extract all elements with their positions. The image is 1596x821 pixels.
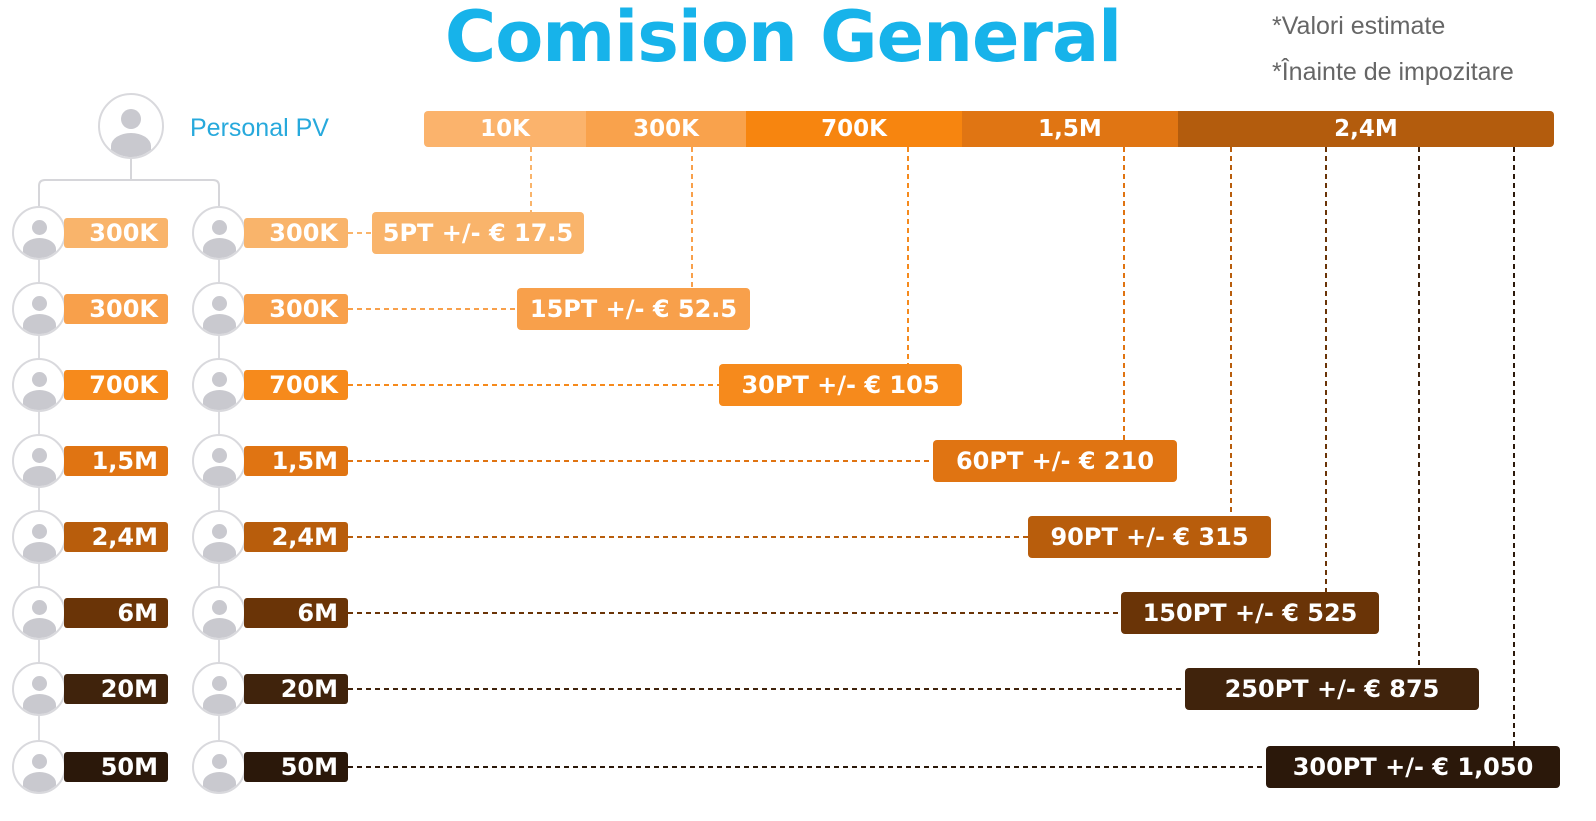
- level-badge-left-4: 1,5M: [64, 446, 168, 476]
- commission-pill-2: 15PT +/- € 52.5: [517, 288, 750, 330]
- member-avatar-icon: [192, 282, 246, 336]
- member-avatar-icon: [12, 510, 66, 564]
- note-estimated: *Valori estimate: [1272, 12, 1446, 40]
- level-badge-left-3: 700K: [64, 370, 168, 400]
- level-badge-right-4: 1,5M: [244, 446, 348, 476]
- member-avatar-icon: [192, 206, 246, 260]
- level-badge-right-1: 300K: [244, 218, 348, 248]
- member-avatar-icon: [192, 510, 246, 564]
- commission-pill-6: 150PT +/- € 525: [1121, 592, 1379, 634]
- threshold-segment-4: 1,5M: [962, 111, 1178, 147]
- member-avatar-icon: [192, 434, 246, 488]
- personal-avatar-icon: [98, 93, 164, 159]
- page-title: Comision General: [444, 0, 1122, 78]
- commission-pill-3: 30PT +/- € 105: [719, 364, 962, 406]
- level-badge-right-7: 20M: [244, 674, 348, 704]
- commission-pill-1: 5PT +/- € 17.5: [372, 212, 584, 254]
- level-badge-right-2: 300K: [244, 294, 348, 324]
- member-avatar-icon: [12, 662, 66, 716]
- personal-pv-label: Personal PV: [190, 114, 329, 142]
- commission-pill-5: 90PT +/- € 315: [1028, 516, 1271, 558]
- member-avatar-icon: [12, 358, 66, 412]
- threshold-segment-1: 10K: [424, 111, 586, 147]
- member-avatar-icon: [12, 586, 66, 640]
- level-badge-left-6: 6M: [64, 598, 168, 628]
- tree-line: [38, 179, 220, 206]
- level-badge-left-5: 2,4M: [64, 522, 168, 552]
- level-badge-left-2: 300K: [64, 294, 168, 324]
- commission-pill-4: 60PT +/- € 210: [933, 440, 1177, 482]
- commission-pill-7: 250PT +/- € 875: [1185, 668, 1479, 710]
- member-avatar-icon: [12, 434, 66, 488]
- member-avatar-icon: [192, 662, 246, 716]
- member-avatar-icon: [12, 282, 66, 336]
- note-before-tax: *Înainte de impozitare: [1272, 58, 1514, 86]
- member-avatar-icon: [12, 740, 66, 794]
- commission-pill-8: 300PT +/- € 1,050: [1266, 746, 1560, 788]
- member-avatar-icon: [192, 358, 246, 412]
- level-badge-left-1: 300K: [64, 218, 168, 248]
- member-avatar-icon: [192, 586, 246, 640]
- threshold-segment-3: 700K: [746, 111, 962, 147]
- member-avatar-icon: [12, 206, 66, 260]
- member-avatar-icon: [192, 740, 246, 794]
- level-badge-right-6: 6M: [244, 598, 348, 628]
- level-badge-right-3: 700K: [244, 370, 348, 400]
- level-badge-right-5: 2,4M: [244, 522, 348, 552]
- level-badge-right-8: 50M: [244, 752, 348, 782]
- level-badge-left-8: 50M: [64, 752, 168, 782]
- threshold-segment-2: 300K: [586, 111, 746, 147]
- level-badge-left-7: 20M: [64, 674, 168, 704]
- threshold-segment-5: 2,4M: [1178, 111, 1554, 147]
